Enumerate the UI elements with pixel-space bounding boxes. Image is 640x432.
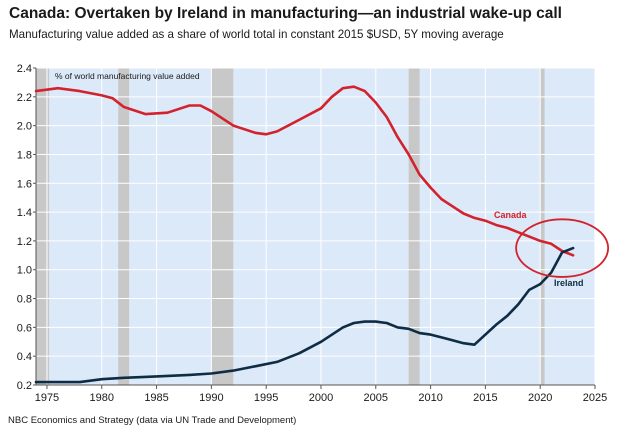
x-tick-label-2: 1985 bbox=[144, 392, 168, 404]
y-tick-label-3: 0.8 bbox=[17, 294, 32, 306]
y-tick-label-4: 1.0 bbox=[17, 265, 32, 277]
x-tick-label-0: 1975 bbox=[35, 392, 59, 404]
x-tick-label-9: 2020 bbox=[528, 392, 552, 404]
x-tick-label-7: 2010 bbox=[418, 392, 442, 404]
x-tick-label-8: 2015 bbox=[473, 392, 497, 404]
y-tick-label-1: 0.4 bbox=[17, 351, 32, 363]
recession-bands bbox=[36, 68, 545, 385]
recession-band-2 bbox=[211, 68, 234, 385]
series-label-canada: Canada bbox=[494, 210, 528, 220]
y-tick-label-2: 0.6 bbox=[17, 322, 32, 334]
source-note: NBC Economics and Strategy (data via UN … bbox=[8, 415, 297, 426]
y-tick-label-11: 2.4 bbox=[17, 63, 32, 75]
series-lines bbox=[34, 85, 575, 384]
series-label-ireland: Ireland bbox=[554, 278, 584, 288]
chart-title: Canada: Overtaken by Ireland in manufact… bbox=[9, 5, 562, 22]
gridlines bbox=[36, 67, 596, 385]
series-line-ireland bbox=[34, 246, 575, 384]
y-tick-label-5: 1.2 bbox=[17, 236, 32, 248]
x-tick-label-6: 2005 bbox=[364, 392, 388, 404]
recession-band-0 bbox=[36, 68, 50, 385]
y-tick-label-7: 1.6 bbox=[17, 178, 32, 190]
x-tick-label-3: 1990 bbox=[199, 392, 223, 404]
y-tick-label-6: 1.4 bbox=[17, 207, 32, 219]
y-tick-label-0: 0.2 bbox=[17, 380, 32, 392]
x-tick-label-4: 1995 bbox=[254, 392, 278, 404]
recession-band-1 bbox=[118, 68, 130, 385]
y-tick-label-9: 2.0 bbox=[17, 121, 32, 133]
x-tick-label-5: 2000 bbox=[309, 392, 333, 404]
x-axis-ticks: 1975 1980 1985 1990 1995 2000 2005 2010 2015 2020… bbox=[35, 385, 607, 404]
y-axis-ticks: 0.2 0.4 0.6 0.8 1.0 1.2 1.4 1.6 1.8 2.0 2.2 2.4 bbox=[17, 63, 36, 392]
chart-subtitle: Manufacturing value added as a share of … bbox=[9, 28, 504, 41]
series-line-canada bbox=[34, 85, 575, 257]
x-tick-label-10: 2025 bbox=[583, 392, 607, 404]
y-tick-label-10: 2.2 bbox=[17, 92, 32, 104]
y-axis-annotation: % of world manufacturing value added bbox=[55, 71, 200, 81]
crossover-highlight-circle bbox=[515, 218, 610, 278]
recession-band-3 bbox=[408, 68, 420, 385]
x-tick-label-1: 1980 bbox=[90, 392, 114, 404]
recession-band-4 bbox=[540, 68, 545, 385]
y-tick-label-8: 1.8 bbox=[17, 149, 32, 161]
